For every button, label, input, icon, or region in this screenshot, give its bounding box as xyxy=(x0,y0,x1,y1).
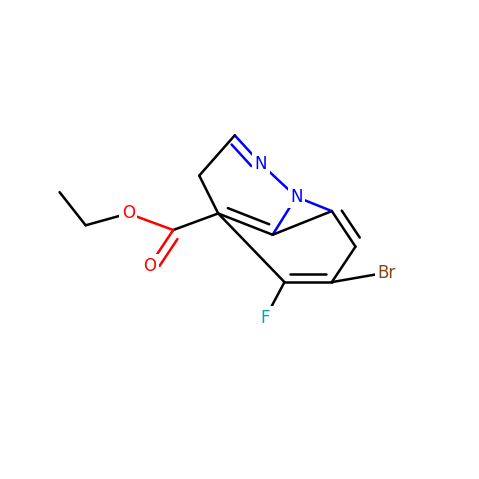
Text: O: O xyxy=(122,205,135,222)
Text: N: N xyxy=(290,188,303,206)
Text: O: O xyxy=(143,257,156,274)
Text: Br: Br xyxy=(377,263,395,282)
Text: F: F xyxy=(261,308,270,327)
Text: N: N xyxy=(254,155,267,173)
